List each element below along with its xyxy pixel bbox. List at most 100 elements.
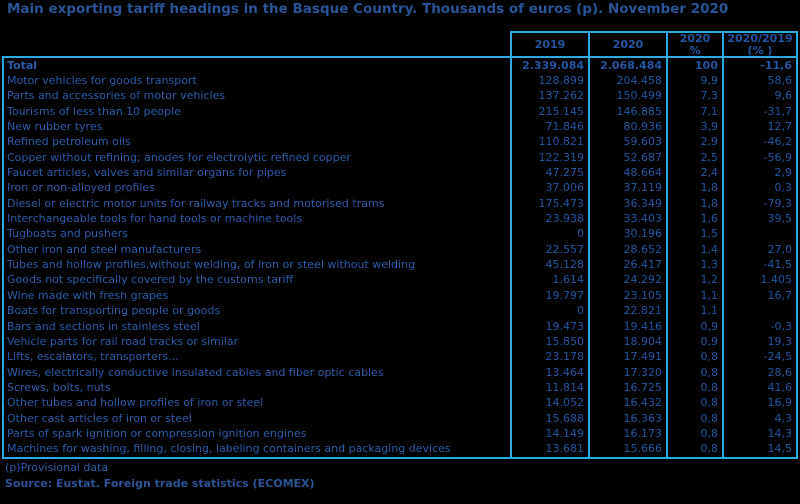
table-row: Screws, bolts, nuts 11.814 16.725 0,8 41… bbox=[2, 380, 798, 396]
cell-change: 27,0 bbox=[722, 242, 798, 258]
row-label: Machines for washing, filling, closing, … bbox=[2, 441, 512, 459]
cell-2020: 24.292 bbox=[588, 272, 668, 289]
table-row: Iron or non-alloyed profiles 37.006 37.1… bbox=[2, 180, 798, 197]
row-label: Boats for transporting people or goods bbox=[2, 303, 512, 319]
table-row: Tourisms of less than 10 people 215.145 … bbox=[2, 104, 798, 120]
table-row: Wine made with fresh grapes 19.797 23.10… bbox=[2, 288, 798, 304]
cell-2020: 2.068.484 bbox=[588, 55, 668, 74]
column-header-change-line2: (% ) bbox=[747, 43, 773, 57]
row-label: Faucet articles, valves and similar orga… bbox=[2, 165, 512, 181]
cell-change: 0,3 bbox=[722, 180, 798, 197]
cell-2019: 23.938 bbox=[510, 211, 590, 227]
cell-2020: 19.416 bbox=[588, 318, 668, 335]
table-row: Other cast articles of iron or steel 15.… bbox=[2, 410, 798, 427]
cell-2020: 28.652 bbox=[588, 242, 668, 258]
table-row: Boats for transporting people or goods 0… bbox=[2, 303, 798, 319]
cell-2019: 128.899 bbox=[510, 73, 590, 89]
cell-2020: 204.458 bbox=[588, 73, 668, 89]
cell-2019: 22.557 bbox=[510, 242, 590, 258]
table-row: Diesel or electric motor units for railw… bbox=[2, 196, 798, 212]
cell-2019: 122.319 bbox=[510, 150, 590, 166]
cell-change: -31,7 bbox=[722, 104, 798, 120]
cell-2020-pct: 1,3 bbox=[666, 257, 724, 273]
cell-2020-pct: 0,9 bbox=[666, 334, 724, 350]
cell-2020-pct: 7,3 bbox=[666, 88, 724, 105]
cell-2019: 11.814 bbox=[510, 380, 590, 396]
cell-2020-pct: 1,8 bbox=[666, 180, 724, 197]
cell-2020-pct: 0,8 bbox=[666, 426, 724, 442]
table-row: Goods not specifically covered by the cu… bbox=[2, 272, 798, 289]
cell-2020: 16.173 bbox=[588, 426, 668, 442]
row-label: Iron or non-alloyed profiles bbox=[2, 180, 512, 197]
cell-2020: 30.196 bbox=[588, 226, 668, 243]
cell-2020-pct: 2,5 bbox=[666, 150, 724, 166]
cell-change: 41,6 bbox=[722, 380, 798, 396]
cell-2020: 17.491 bbox=[588, 349, 668, 365]
table-row: Tubes and hollow profiles,without weldin… bbox=[2, 257, 798, 273]
cell-2020: 52.687 bbox=[588, 150, 668, 166]
cell-2020-pct: 2,9 bbox=[666, 134, 724, 151]
cell-change: 12,7 bbox=[722, 119, 798, 135]
cell-2019: 13.681 bbox=[510, 441, 590, 459]
cell-2020: 26.417 bbox=[588, 257, 668, 273]
header-spacer bbox=[3, 32, 511, 57]
cell-change: 14,5 bbox=[722, 441, 798, 459]
cell-2019: 14.149 bbox=[510, 426, 590, 442]
cell-change: -41,5 bbox=[722, 257, 798, 273]
cell-2019: 19.473 bbox=[510, 318, 590, 335]
cell-change: 9,6 bbox=[722, 88, 798, 105]
column-header-2020-line1: 2020 bbox=[612, 37, 644, 51]
row-label: Tubes and hollow profiles,without weldin… bbox=[2, 257, 512, 273]
cell-2019: 175.473 bbox=[510, 196, 590, 212]
row-label: Tourisms of less than 10 people bbox=[2, 104, 512, 120]
page-title: Main exporting tariff headings in the Ba… bbox=[7, 1, 729, 17]
cell-2020: 59.603 bbox=[588, 134, 668, 151]
provisional-note: (p)Provisional data bbox=[5, 461, 109, 474]
cell-2020-pct: 1,5 bbox=[666, 226, 724, 243]
row-label: Copper without refining; anodes for elec… bbox=[2, 150, 512, 166]
row-label: Parts of spark ignition or compression i… bbox=[2, 426, 512, 442]
row-label: Other iron and steel manufacturers bbox=[2, 242, 512, 258]
cell-change: 39,5 bbox=[722, 211, 798, 227]
column-header-2019: 2019 bbox=[510, 31, 590, 58]
row-label: New rubber tyres bbox=[2, 119, 512, 135]
cell-change: 14,3 bbox=[722, 426, 798, 442]
cell-2019: 47.275 bbox=[510, 165, 590, 181]
cell-2020: 18.904 bbox=[588, 334, 668, 350]
cell-2019: 215.145 bbox=[510, 104, 590, 120]
table-row: Bars and sections in stainless steel 19.… bbox=[2, 318, 798, 335]
cell-change: 16,7 bbox=[722, 288, 798, 304]
cell-2020-pct: 1,8 bbox=[666, 196, 724, 212]
column-header-2020-pct-line2: % bbox=[689, 43, 701, 57]
column-header-2019-line1: 2019 bbox=[534, 37, 566, 51]
cell-change: 16,9 bbox=[722, 395, 798, 411]
cell-2019: 15.850 bbox=[510, 334, 590, 350]
cell-2019: 0 bbox=[510, 303, 590, 319]
table-row: Parts and accessories of motor vehicles … bbox=[2, 88, 798, 105]
cell-2019: 137.262 bbox=[510, 88, 590, 105]
cell-2020-pct: 7,1 bbox=[666, 104, 724, 120]
table-row: Motor vehicles for goods transport 128.8… bbox=[2, 73, 798, 89]
table-row: Tugboats and pushers 0 30.196 1,5 bbox=[2, 226, 798, 243]
cell-2020: 37.119 bbox=[588, 180, 668, 197]
table-row: Other iron and steel manufacturers 22.55… bbox=[2, 242, 798, 258]
table-row: Other tubes and hollow profiles of iron … bbox=[2, 395, 798, 411]
table-row: Copper without refining; anodes for elec… bbox=[2, 150, 798, 166]
row-label: Bars and sections in stainless steel bbox=[2, 318, 512, 335]
cell-2020: 16.363 bbox=[588, 410, 668, 427]
table-row: Faucet articles, valves and similar orga… bbox=[2, 165, 798, 181]
cell-2020: 36.349 bbox=[588, 196, 668, 212]
table-row: Interchangeable tools for hand tools or … bbox=[2, 211, 798, 227]
export-table: 2019 2020 2020 % 2020/2019 (% ) Total 2. bbox=[2, 31, 798, 459]
row-label: Wine made with fresh grapes bbox=[2, 288, 512, 304]
cell-change: 19,3 bbox=[722, 334, 798, 350]
cell-2020-pct: 1,4 bbox=[666, 242, 724, 258]
table-header-row: 2019 2020 2020 % 2020/2019 (% ) bbox=[3, 31, 798, 58]
row-label: Goods not specifically covered by the cu… bbox=[2, 272, 512, 289]
cell-2020-pct: 0,8 bbox=[666, 395, 724, 411]
cell-2020-pct: 2,4 bbox=[666, 165, 724, 181]
table-row: Machines for washing, filling, closing, … bbox=[2, 441, 798, 459]
table-body: Total 2.339.084 2.068.484 100 -11,6 Moto… bbox=[2, 55, 798, 459]
table-row: New rubber tyres 71.846 80.936 3,9 12,7 bbox=[2, 119, 798, 135]
